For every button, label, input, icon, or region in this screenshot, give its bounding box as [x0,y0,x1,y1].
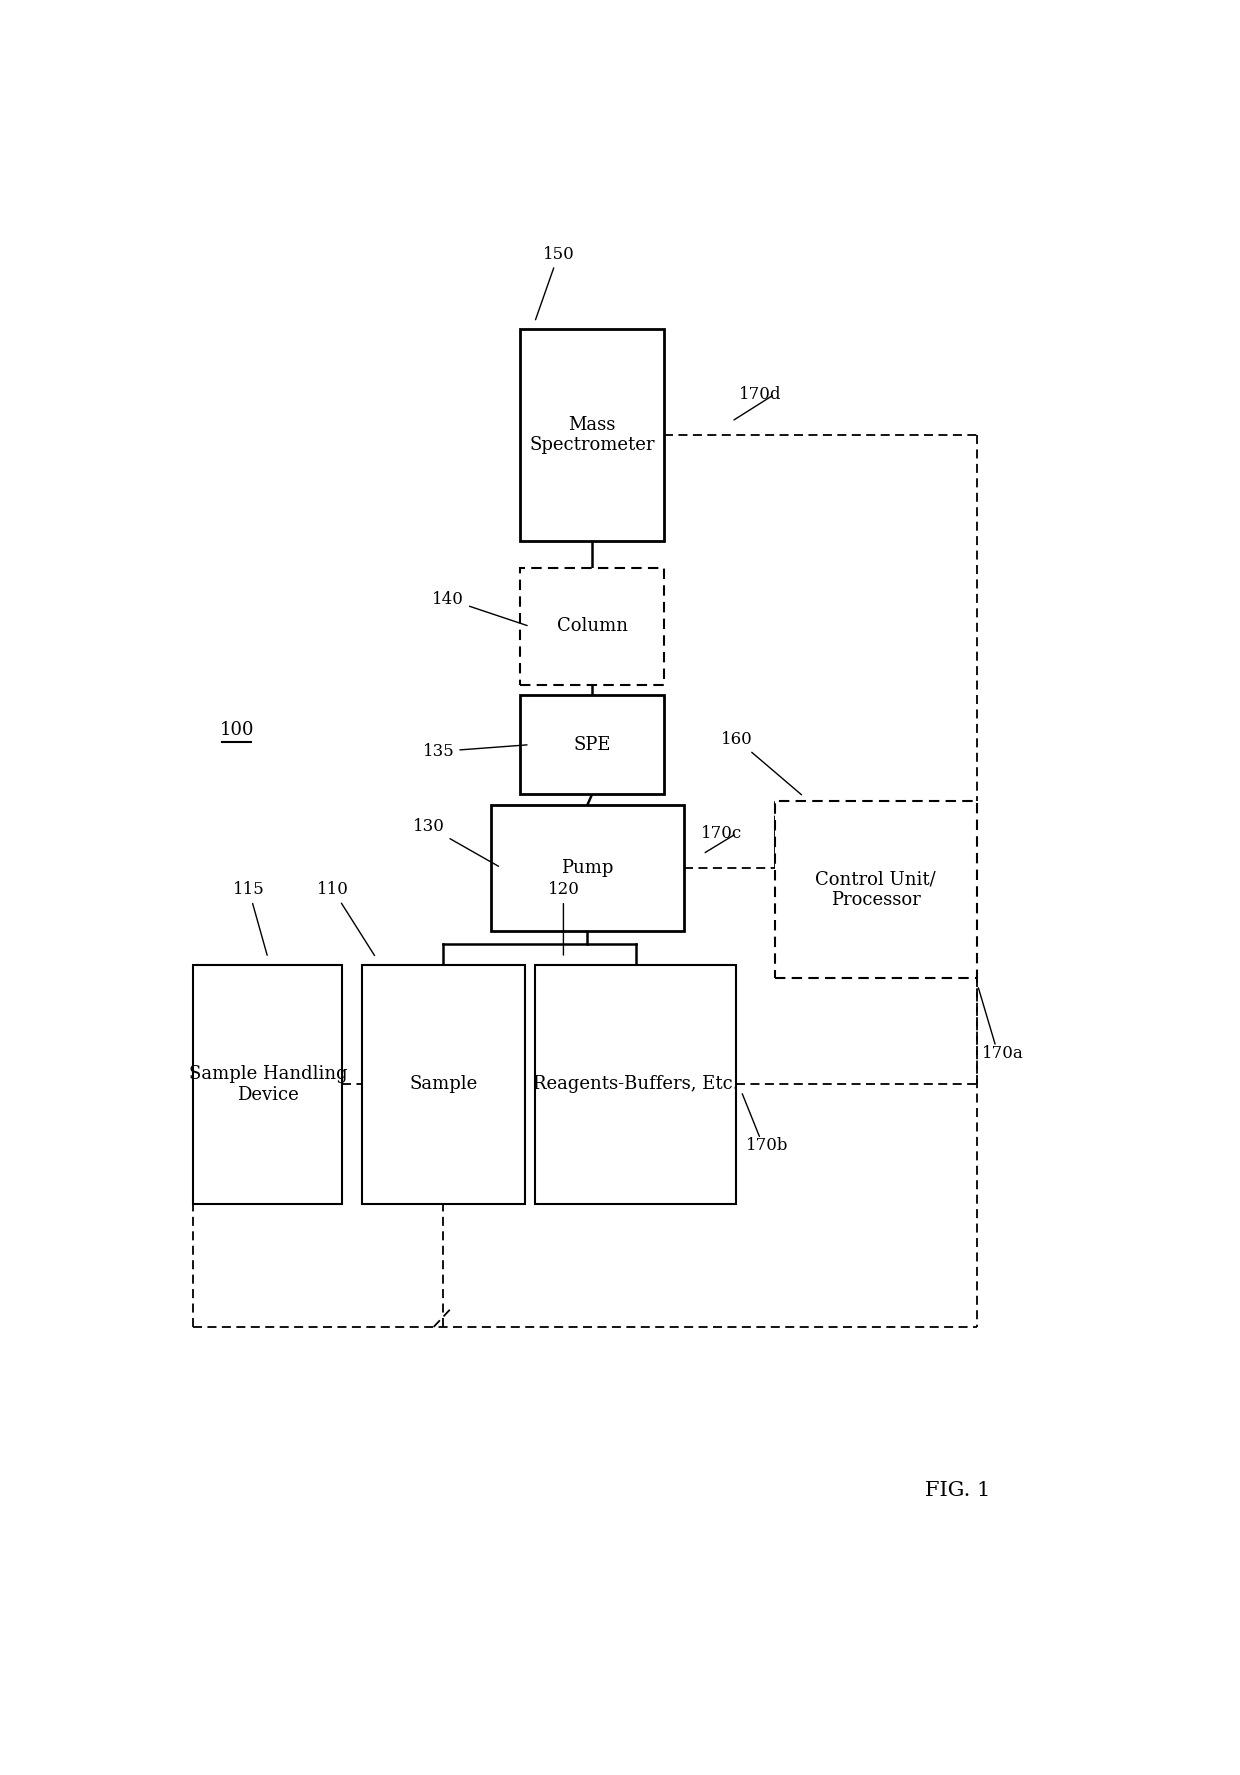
Text: FIG. 1: FIG. 1 [925,1482,990,1500]
Bar [491,804,683,930]
Text: 135: 135 [423,744,527,760]
Text: Column: Column [557,618,627,635]
Text: 150: 150 [536,245,574,320]
Text: 130: 130 [413,818,498,866]
Text: 140: 140 [433,591,527,625]
Bar [534,966,737,1203]
Bar [193,966,342,1203]
Text: Mass
Spectrometer: Mass Spectrometer [529,415,655,454]
Text: 170b: 170b [746,1138,789,1154]
Bar [362,966,525,1203]
Text: Sample: Sample [409,1076,477,1093]
Bar [521,568,665,685]
Bar [521,328,665,541]
Text: Control Unit/
Processor: Control Unit/ Processor [816,870,936,909]
Text: 170d: 170d [739,385,781,403]
Text: 100: 100 [219,721,254,738]
Text: 120: 120 [548,880,579,955]
Text: Pump: Pump [562,859,614,877]
Text: 110: 110 [317,880,374,955]
Text: 170a: 170a [982,1045,1023,1061]
Text: 115: 115 [233,880,267,955]
Text: Sample Handling
Device: Sample Handling Device [188,1065,347,1104]
Bar [521,696,665,793]
Text: 160: 160 [720,731,801,795]
Bar [775,801,977,978]
Text: Reagents-Buffers, Etc.: Reagents-Buffers, Etc. [533,1076,738,1093]
Text: 170c: 170c [702,825,743,841]
Text: SPE: SPE [574,735,611,754]
